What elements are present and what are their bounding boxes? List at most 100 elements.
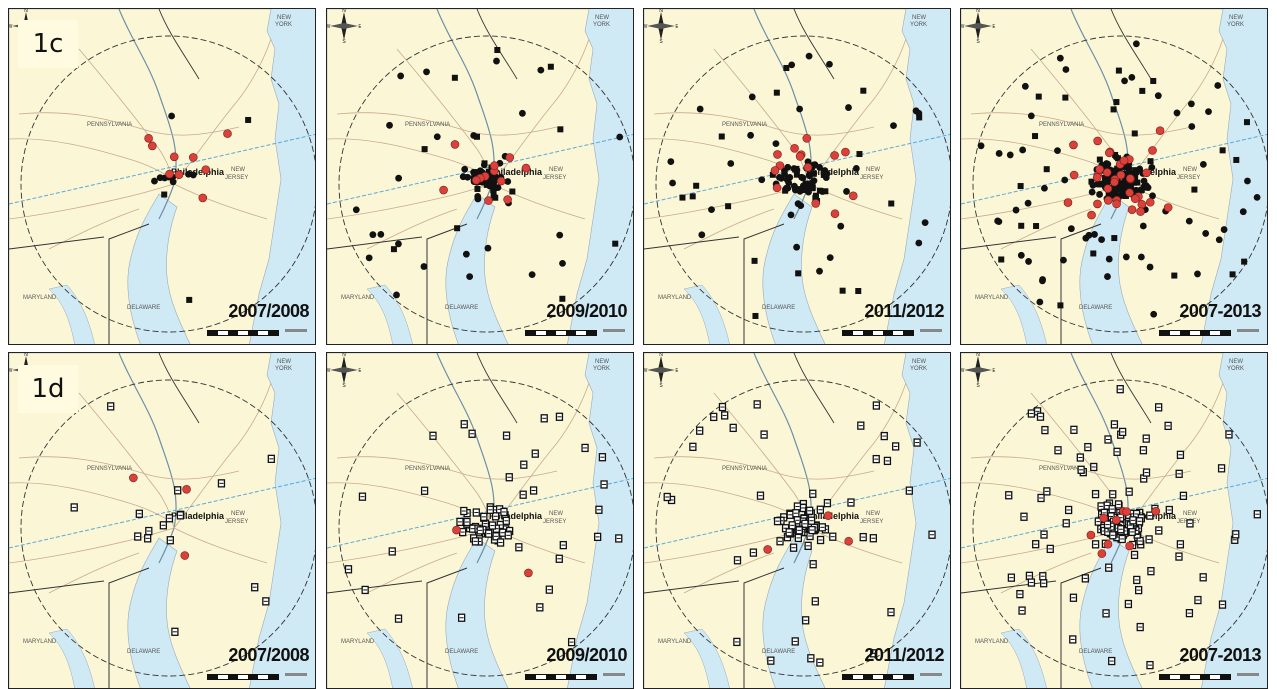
red-marker: [790, 144, 799, 153]
place-label-maryland: MARYLAND: [23, 295, 57, 301]
city-label-philadelphia: Philadelphia: [806, 167, 860, 177]
road-line: [173, 183, 268, 220]
red-marker: [802, 134, 812, 143]
road-line: [9, 138, 175, 180]
place-label-maryland: MARYLAND: [341, 639, 375, 645]
scale-bar: [842, 326, 942, 340]
black-marker: [758, 176, 766, 184]
road-line: [683, 552, 775, 594]
black-marker: [773, 89, 780, 96]
black-marker: [816, 267, 823, 275]
latitude-line: [9, 133, 315, 205]
black-marker: [810, 170, 817, 177]
red-marker: [1087, 210, 1096, 220]
city-label-philadelphia: Philadelphia: [806, 511, 860, 521]
black-marker: [696, 105, 704, 113]
place-label-delaware: DELAWARE: [445, 649, 478, 655]
period-label: 2007/2008: [228, 301, 309, 321]
black-marker: [787, 211, 795, 219]
red-marker: [521, 163, 531, 173]
black-marker: [1121, 77, 1128, 85]
place-label-new-jersey_1: NEW: [1183, 167, 1197, 173]
red-marker: [1092, 173, 1102, 182]
black-marker: [1148, 163, 1156, 171]
place-label-new-jersey_1: NEW: [231, 511, 245, 517]
red-marker: [1125, 174, 1135, 183]
black-marker: [1019, 146, 1027, 154]
black-marker: [386, 121, 393, 129]
red-marker: [1163, 203, 1173, 212]
svg-text:W: W: [644, 24, 648, 30]
place-label-new-york_1: NEW: [912, 15, 926, 21]
chesapeake-inlet: [48, 284, 95, 344]
place-label-new-york_2: YORK: [910, 366, 927, 372]
black-marker: [1220, 226, 1228, 233]
black-marker: [725, 203, 732, 210]
black-marker: [377, 230, 385, 238]
compass-rose-icon: N S W E: [327, 353, 361, 387]
road-line: [970, 456, 1192, 480]
state-border: [1060, 567, 1102, 688]
black-marker: [1043, 166, 1050, 173]
black-marker: [783, 176, 791, 184]
place-label-new-jersey_2: JERSEY: [860, 175, 883, 181]
place-label-new-york_2: YORK: [593, 366, 610, 372]
black-marker: [395, 174, 403, 182]
place-label-new-york_1: NEW: [277, 15, 291, 21]
delaware-river: [1070, 353, 1129, 564]
state-border: [793, 9, 835, 80]
svg-text:N: N: [976, 353, 980, 358]
svg-text:E: E: [675, 24, 678, 30]
place-label-new-york_2: YORK: [910, 22, 927, 28]
black-marker: [352, 206, 360, 214]
red-marker: [1110, 177, 1119, 187]
black-marker: [977, 142, 985, 150]
svg-text:E: E: [992, 368, 995, 374]
black-marker: [1229, 271, 1236, 278]
red-marker: [1151, 506, 1161, 516]
state-border: [426, 223, 468, 344]
svg-text:S: S: [659, 383, 663, 387]
black-marker: [189, 171, 197, 179]
period-label: 2011/2012: [864, 645, 944, 665]
black-marker: [803, 183, 810, 190]
black-marker: [1104, 273, 1111, 280]
radius-circle: [972, 35, 1267, 333]
red-marker: [1103, 539, 1113, 549]
road-line: [653, 112, 875, 136]
map-panel-1d-2: PENNSYLVANIA NEW JERSEY NEW YORK MARYLAND DELA…: [326, 352, 634, 689]
black-marker: [433, 133, 441, 141]
state-border: [426, 567, 468, 688]
map-panel-1c-1: PENNSYLVANIA NEW JERSEY NEW YORK MARYLAND DELA…: [8, 8, 316, 345]
black-marker: [1239, 208, 1247, 216]
state-border: [476, 9, 518, 80]
scale-bar: [525, 670, 625, 684]
delaware-river: [118, 9, 177, 220]
delaware-bay: [445, 537, 509, 688]
map-panel-1d-1: PENNSYLVANIA NEW JERSEY NEW YORK MARYLAND DELA…: [8, 352, 316, 689]
road-line: [18, 456, 240, 480]
black-marker: [793, 171, 800, 178]
black-marker: [421, 146, 428, 153]
black-marker: [186, 296, 193, 303]
black-marker: [812, 192, 819, 199]
red-marker: [188, 153, 198, 162]
latitude-line: [9, 477, 315, 549]
place-label-pennsylvania: PENNSYLVANIA: [722, 122, 767, 128]
black-marker: [751, 257, 758, 264]
black-marker: [156, 174, 164, 182]
delaware-river: [753, 353, 812, 564]
red-marker: [763, 545, 772, 554]
delaware-river: [436, 353, 495, 564]
radius-circle: [655, 35, 950, 333]
red-marker: [844, 536, 853, 546]
black-marker: [921, 219, 929, 227]
place-label-delaware: DELAWARE: [1079, 305, 1112, 311]
black-marker: [1060, 256, 1067, 264]
chesapeake-inlet: [48, 628, 95, 688]
scale-bar: [207, 326, 307, 340]
red-marker: [1105, 148, 1114, 158]
black-marker: [1113, 99, 1120, 106]
road-line: [173, 527, 268, 564]
black-marker: [837, 222, 845, 230]
